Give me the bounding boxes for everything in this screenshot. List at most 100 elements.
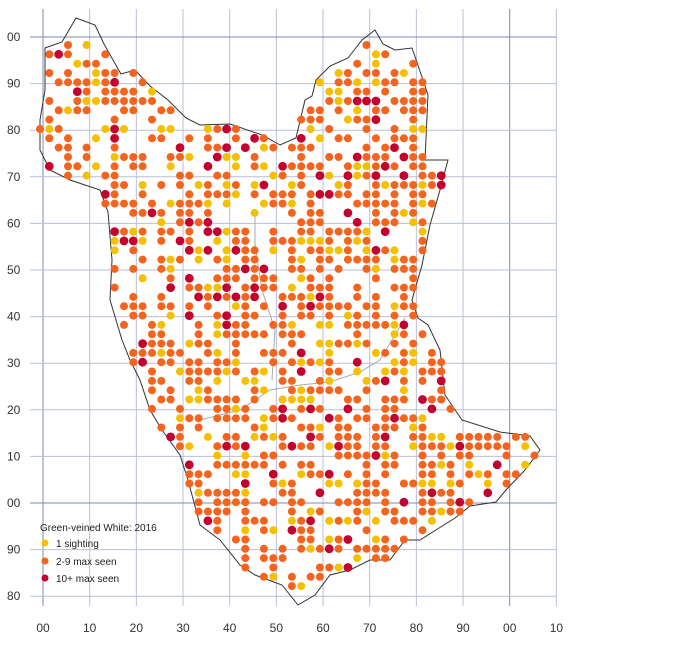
- dot-1-sighting: [269, 171, 278, 180]
- dot-2-9-max-seen: [120, 97, 128, 105]
- dot-2-9-max-seen: [82, 143, 91, 152]
- dot-2-9-max-seen: [390, 190, 399, 199]
- dot-2-9-max-seen: [418, 432, 427, 441]
- dot-1-sighting: [334, 181, 343, 189]
- dot-2-9-max-seen: [409, 153, 418, 161]
- dot-1-sighting: [166, 311, 175, 320]
- dot-10-plus-max-seen: [250, 133, 259, 143]
- dot-10-plus-max-seen: [203, 245, 213, 255]
- dot-2-9-max-seen: [399, 395, 408, 404]
- dot-1-sighting: [381, 367, 390, 376]
- dot-1-sighting: [465, 460, 474, 469]
- dot-2-9-max-seen: [269, 358, 278, 367]
- dot-2-9-max-seen: [287, 330, 296, 339]
- dot-2-9-max-seen: [418, 218, 427, 227]
- dot-2-9-max-seen: [213, 358, 222, 367]
- dot-2-9-max-seen: [297, 404, 306, 413]
- dot-2-9-max-seen: [213, 367, 222, 376]
- dot-2-9-max-seen: [362, 470, 371, 479]
- dot-2-9-max-seen: [278, 554, 287, 563]
- dot-2-9-max-seen: [371, 181, 380, 189]
- dot-2-9-max-seen: [334, 264, 343, 273]
- dot-2-9-max-seen: [371, 69, 380, 77]
- dot-1-sighting: [166, 199, 175, 208]
- dot-2-9-max-seen: [343, 470, 352, 479]
- dot-2-9-max-seen: [185, 283, 194, 292]
- dot-2-9-max-seen: [269, 190, 278, 199]
- dot-2-9-max-seen: [82, 59, 91, 68]
- dot-10-plus-max-seen: [212, 292, 222, 302]
- dot-2-9-max-seen: [185, 199, 194, 208]
- dot-2-9-max-seen: [343, 423, 352, 432]
- dot-2-9-max-seen: [287, 292, 296, 301]
- dot-2-9-max-seen: [371, 544, 380, 553]
- dot-2-9-max-seen: [148, 115, 156, 124]
- dot-2-9-max-seen: [474, 442, 483, 451]
- dot-2-9-max-seen: [213, 498, 222, 507]
- y-axis-tick-label: 90: [7, 543, 21, 557]
- y-axis-tick-label: 90: [7, 77, 21, 91]
- dot-2-9-max-seen: [45, 115, 54, 124]
- dot-2-9-max-seen: [306, 227, 315, 236]
- dot-1-sighting: [166, 255, 175, 264]
- dot-2-9-max-seen: [353, 283, 362, 292]
- dot-2-9-max-seen: [334, 227, 343, 236]
- dot-10-plus-max-seen: [399, 320, 409, 330]
- dot-2-9-max-seen: [353, 59, 362, 68]
- dot-2-9-max-seen: [437, 451, 446, 460]
- dot-1-sighting: [409, 358, 418, 367]
- dot-2-9-max-seen: [297, 516, 306, 525]
- dot-2-9-max-seen: [213, 404, 222, 413]
- dot-2-9-max-seen: [287, 255, 296, 264]
- dot-2-9-max-seen: [381, 498, 390, 507]
- dot-10-plus-max-seen: [427, 488, 437, 498]
- dot-2-9-max-seen: [82, 87, 91, 96]
- dot-1-sighting: [157, 218, 166, 227]
- dot-2-9-max-seen: [306, 274, 315, 283]
- dot-2-9-max-seen: [465, 498, 474, 507]
- dot-2-9-max-seen: [427, 460, 436, 469]
- dot-10-plus-max-seen: [184, 273, 194, 283]
- dot-2-9-max-seen: [446, 498, 455, 507]
- dot-2-9-max-seen: [64, 41, 72, 49]
- dot-2-9-max-seen: [381, 153, 390, 161]
- x-axis-tick-label: 10: [83, 621, 97, 635]
- dot-2-9-max-seen: [325, 283, 334, 292]
- dot-1-sighting: [185, 442, 194, 451]
- dot-2-9-max-seen: [418, 190, 427, 199]
- dot-2-9-max-seen: [418, 488, 427, 497]
- dot-1-sighting: [371, 348, 380, 357]
- dot-2-9-max-seen: [325, 563, 334, 572]
- dot-2-9-max-seen: [427, 470, 436, 479]
- dot-1-sighting: [362, 246, 371, 255]
- dot-2-9-max-seen: [437, 386, 446, 395]
- dot-2-9-max-seen: [269, 414, 278, 423]
- dot-2-9-max-seen: [325, 292, 334, 301]
- dot-10-plus-max-seen: [231, 245, 241, 255]
- dot-2-9-max-seen: [259, 432, 268, 441]
- dot-1-sighting: [231, 358, 240, 367]
- dot-2-9-max-seen: [194, 218, 203, 227]
- dot-2-9-max-seen: [269, 563, 278, 572]
- county-boundary: [39, 17, 541, 606]
- dot-2-9-max-seen: [381, 199, 390, 208]
- dot-1-sighting: [222, 181, 231, 189]
- dot-2-9-max-seen: [409, 115, 418, 124]
- dot-1-sighting: [166, 162, 175, 171]
- dot-1-sighting: [194, 488, 203, 497]
- dot-2-9-max-seen: [185, 414, 194, 423]
- dot-2-9-max-seen: [315, 162, 324, 171]
- dot-2-9-max-seen: [166, 395, 175, 404]
- dot-2-9-max-seen: [176, 208, 184, 217]
- dot-2-9-max-seen: [427, 395, 436, 404]
- dot-1-sighting: [269, 432, 278, 441]
- dot-1-sighting: [250, 181, 259, 189]
- dot-2-9-max-seen: [353, 292, 362, 301]
- dot-2-9-max-seen: [213, 255, 222, 264]
- dot-2-9-max-seen: [194, 507, 203, 516]
- dot-2-9-max-seen: [343, 302, 352, 311]
- dot-1-sighting: [334, 479, 343, 488]
- dot-2-9-max-seen: [353, 451, 362, 460]
- dot-2-9-max-seen: [334, 339, 343, 348]
- dot-1-sighting: [353, 236, 362, 245]
